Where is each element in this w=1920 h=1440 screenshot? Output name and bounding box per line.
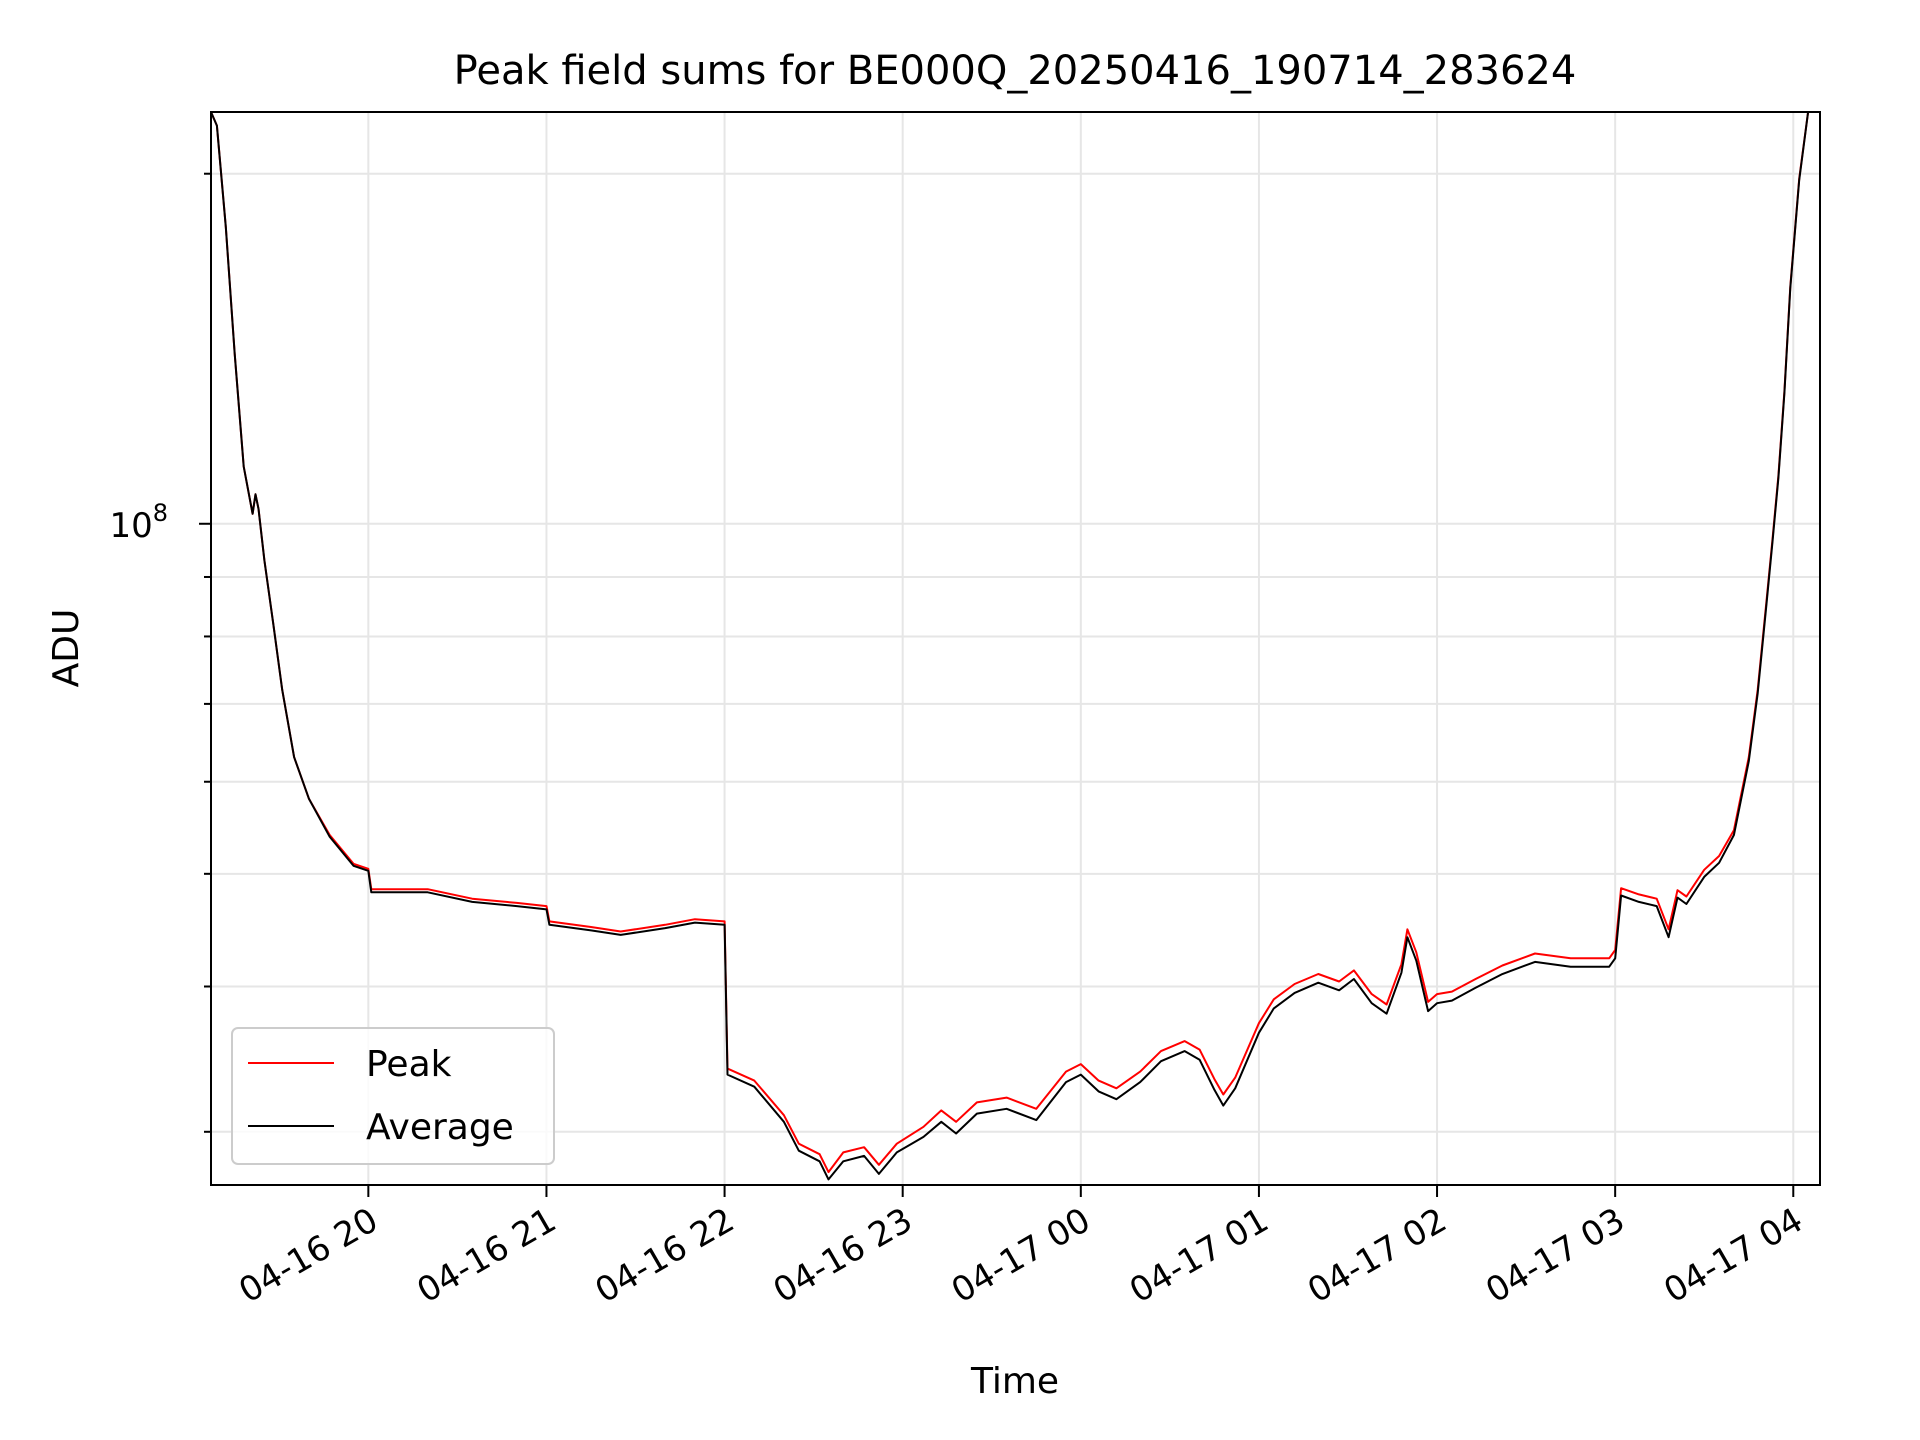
legend-average-label: Average — [366, 1107, 514, 1148]
y-tick-label: 108 — [109, 499, 168, 546]
x-axis-label: Time — [970, 1361, 1059, 1402]
legend: Peak Average — [231, 1027, 555, 1165]
series-layer — [211, 112, 1810, 1181]
plot-frame — [210, 111, 1821, 1186]
legend-peak-label: Peak — [366, 1044, 452, 1085]
grid — [211, 112, 1820, 1185]
series-line-average — [211, 112, 1810, 1181]
y-axis-label: ADU — [46, 609, 87, 688]
chart-title: Peak field sums for BE000Q_20250416_1907… — [454, 48, 1577, 94]
y-axis: 108 — [109, 172, 211, 1133]
